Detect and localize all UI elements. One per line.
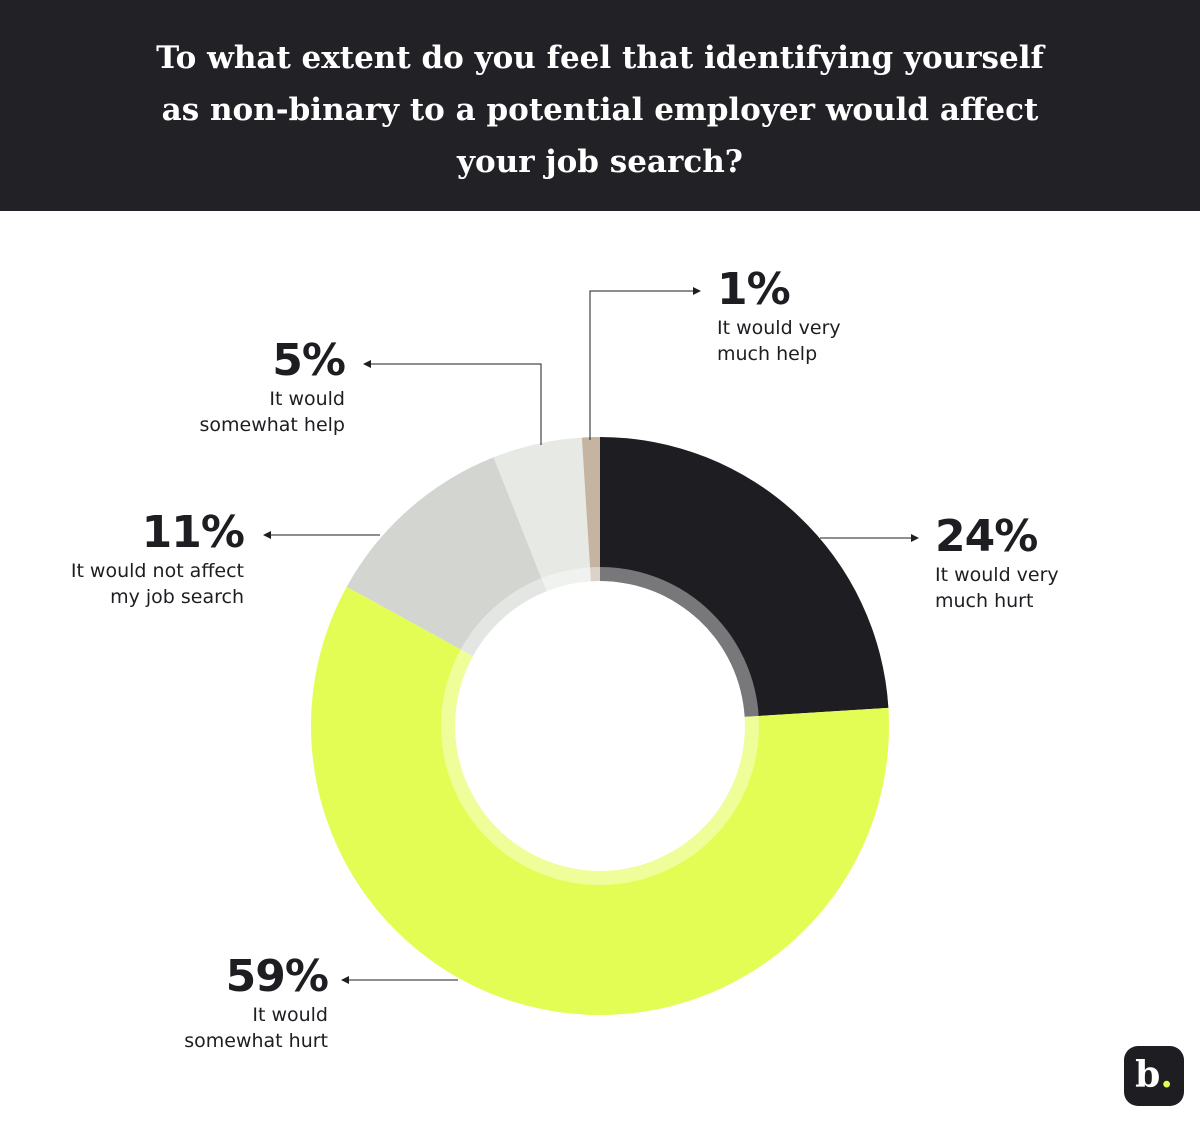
slice-label: 1% It would very much help	[717, 265, 867, 367]
slice-label: 11% It would not affect my job search	[44, 507, 245, 610]
donut-segment	[581, 437, 600, 582]
value-label: 5%	[272, 335, 346, 386]
donut-segment	[346, 457, 547, 657]
slice-label: 59% It would somewhat hurt	[148, 951, 329, 1054]
leader-arrow	[363, 360, 542, 445]
header: To what extent do you feel that identify…	[0, 0, 1200, 211]
slice-label: 24% It would very much hurt	[935, 512, 1085, 614]
slice-label: 5% It would somewhat help	[175, 335, 346, 438]
value-label: 1%	[717, 264, 791, 315]
chart-title: To what extent do you feel that identify…	[156, 40, 1044, 180]
logo-dot: .	[1160, 1054, 1173, 1096]
logo: b.	[1124, 1046, 1184, 1106]
category-label: It would not affect my job search	[70, 560, 244, 608]
category-label: It would very much hurt	[935, 564, 1059, 612]
inner-ring	[441, 567, 759, 885]
leader-arrow	[589, 287, 701, 440]
value-label: 11%	[141, 507, 245, 558]
logo-letter: b	[1135, 1054, 1161, 1096]
value-label: 24%	[935, 511, 1038, 562]
donut-segment	[311, 586, 889, 1015]
donut-segment	[493, 437, 591, 592]
donut-segment	[600, 437, 889, 717]
category-label: It would very much help	[717, 317, 841, 365]
category-label: It would somewhat hurt	[184, 1004, 328, 1052]
category-label: It would somewhat help	[199, 388, 345, 436]
value-label: 59%	[225, 951, 329, 1002]
